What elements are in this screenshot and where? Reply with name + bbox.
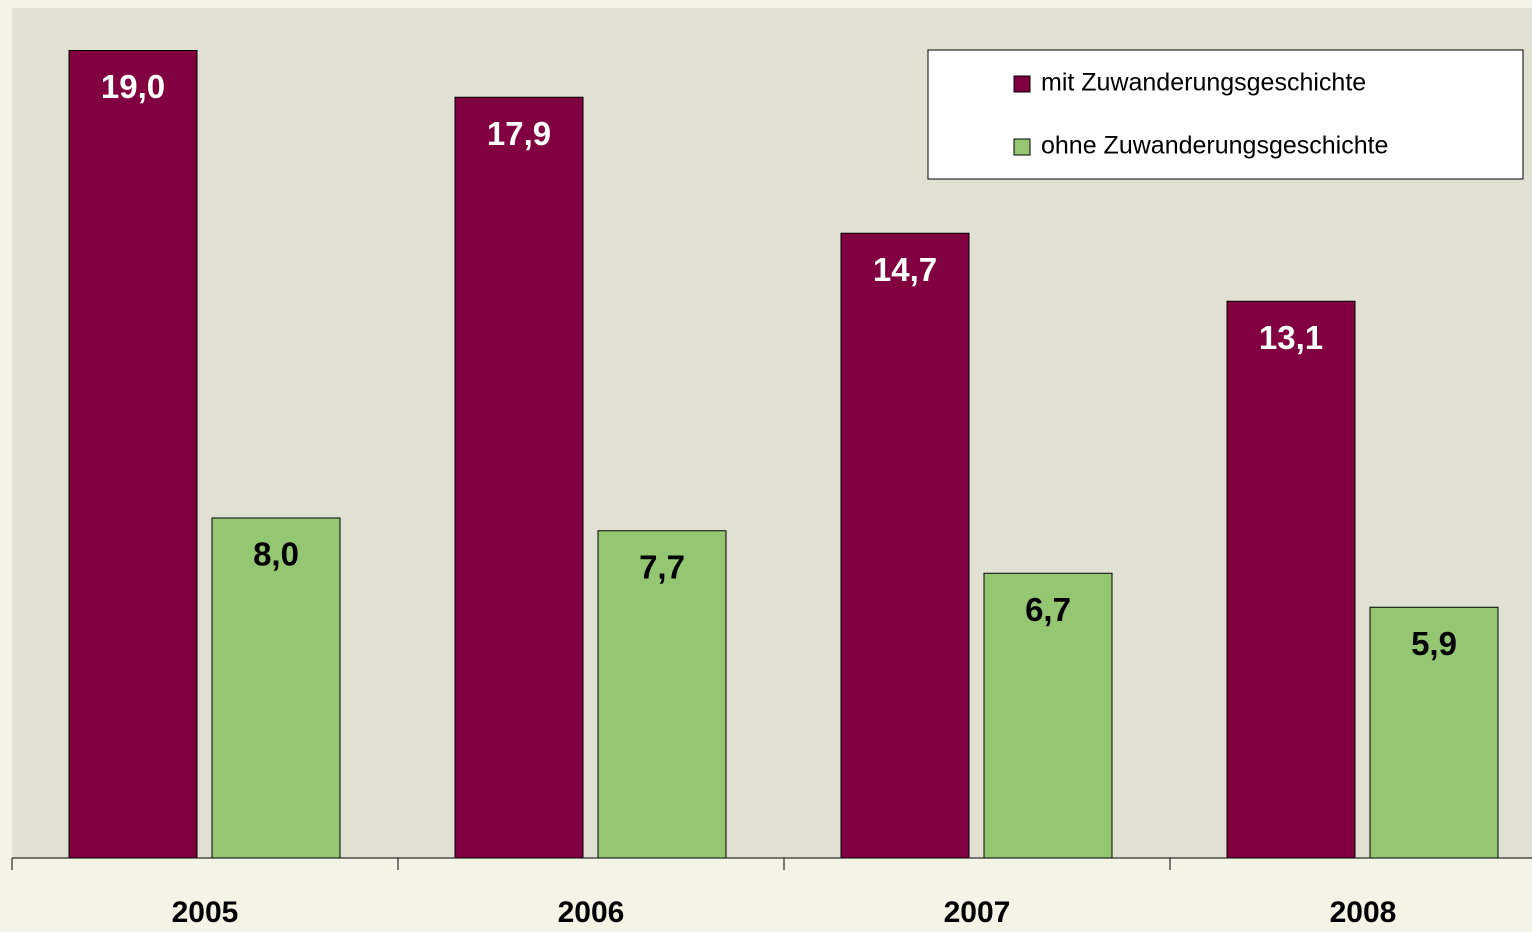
data-label: 8,0	[253, 536, 299, 573]
bar	[983, 572, 1113, 859]
data-label: 14,7	[873, 251, 937, 288]
bar	[211, 517, 341, 859]
legend-label: ohne Zuwanderungsgeschichte	[1041, 132, 1388, 160]
data-label: 7,7	[639, 548, 685, 585]
legend-marker	[1013, 138, 1031, 156]
data-label: 17,9	[487, 115, 551, 152]
legend-marker	[1013, 75, 1031, 93]
legend	[927, 49, 1524, 180]
x-tick-label: 2006	[558, 896, 625, 929]
data-label: 6,7	[1025, 591, 1071, 628]
x-tick-label: 2008	[1330, 896, 1397, 929]
data-label: 13,1	[1259, 319, 1323, 356]
bar	[1369, 606, 1499, 859]
bar	[454, 96, 584, 859]
bar	[1226, 300, 1356, 859]
legend-label: mit Zuwanderungsgeschichte	[1041, 69, 1366, 97]
x-tick-label: 2007	[944, 896, 1011, 929]
data-label: 19,0	[101, 68, 165, 105]
data-label: 5,9	[1411, 625, 1457, 662]
bar	[68, 50, 198, 859]
x-tick-label: 2005	[172, 896, 239, 929]
bar	[840, 232, 970, 859]
